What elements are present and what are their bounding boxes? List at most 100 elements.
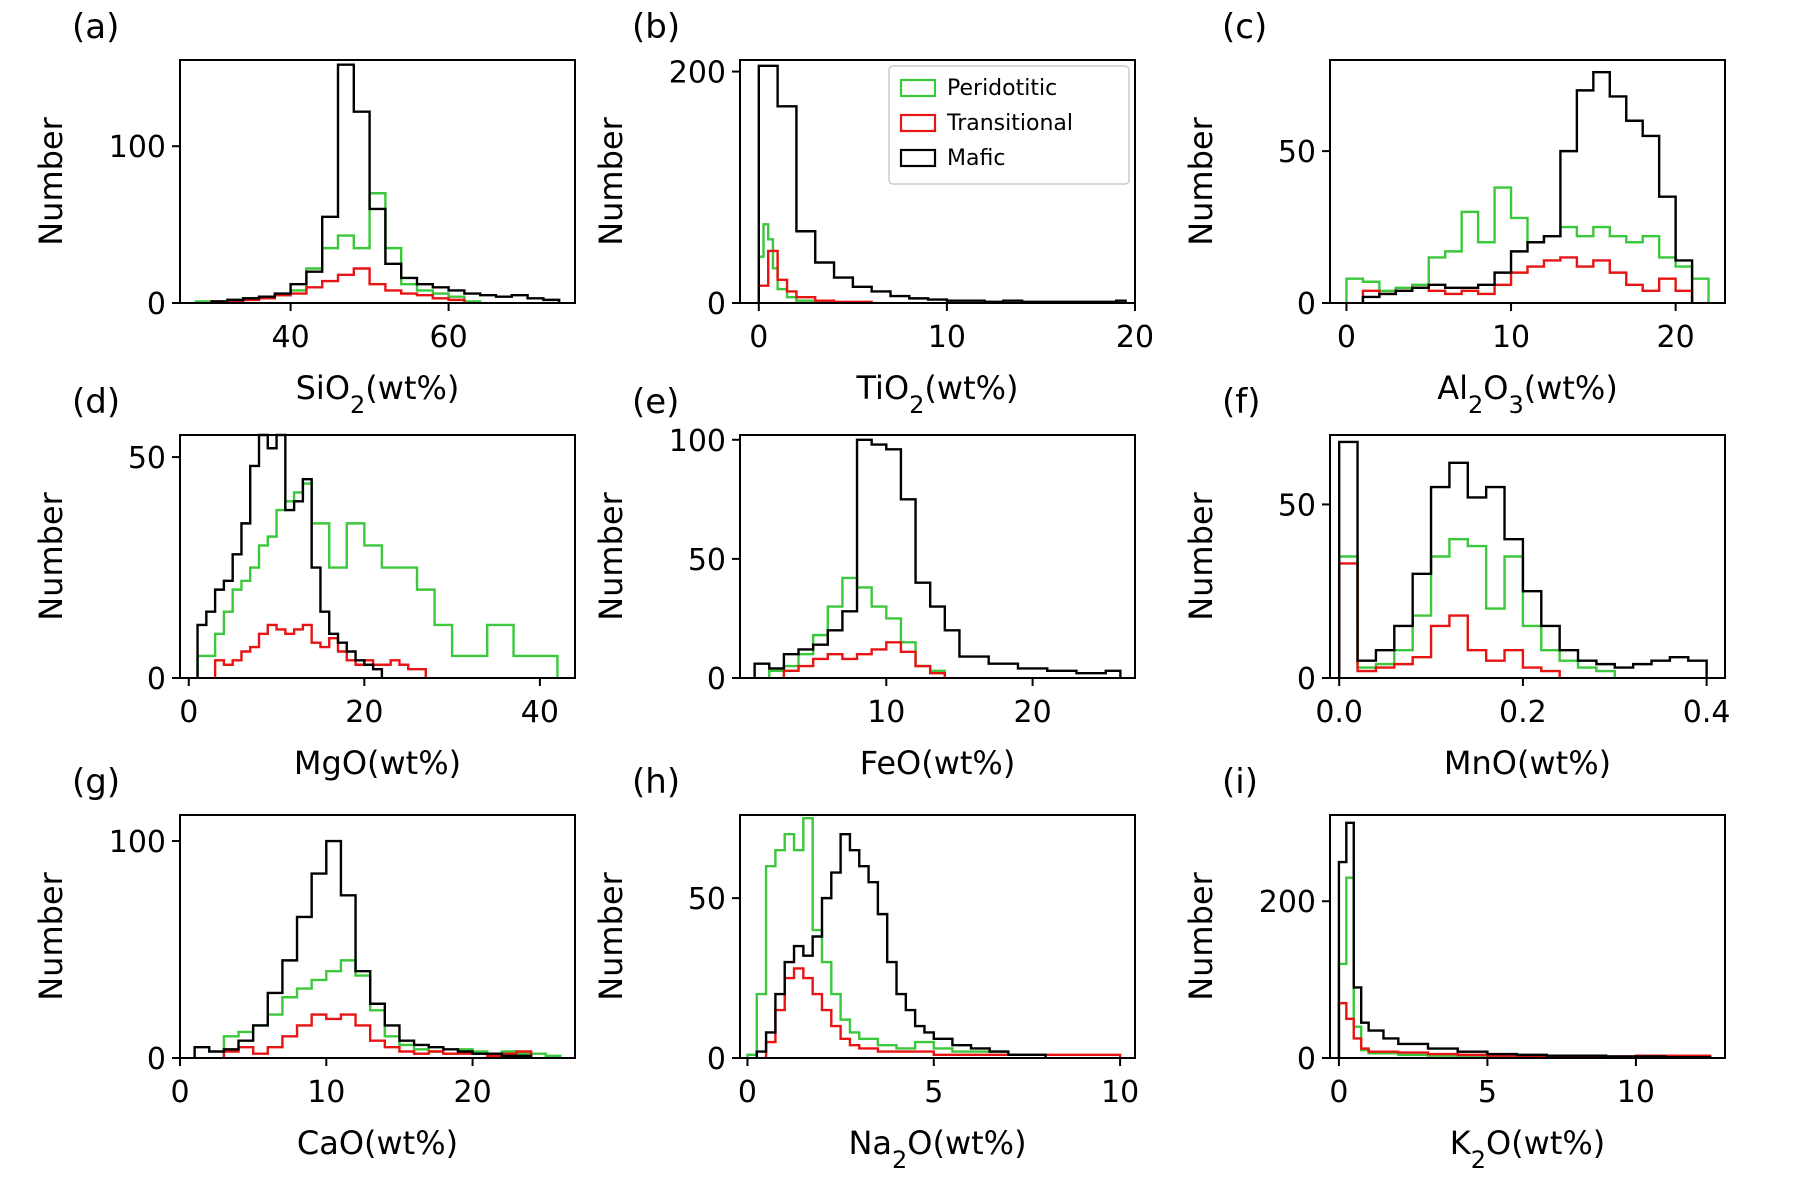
legend-swatch-transitional — [899, 113, 937, 133]
mafic-histogram-d — [196, 433, 384, 678]
y-axis-label: Number — [32, 871, 70, 1000]
x-tick-label: 5 — [924, 1075, 943, 1110]
x-tick-label: 0.0 — [1315, 695, 1363, 730]
x-tick-label: 10 — [1492, 320, 1530, 355]
x-tick-label: 10 — [928, 320, 966, 355]
x-tick-label: 10 — [1101, 1075, 1139, 1110]
y-axis-label: Number — [592, 116, 630, 245]
x-tick-label: 5 — [1478, 1075, 1497, 1110]
y-tick-label: 0 — [1297, 287, 1316, 322]
y-tick-label: 0 — [147, 287, 166, 322]
panel-label: (e) — [632, 382, 679, 422]
y-tick-label: 0 — [147, 662, 166, 697]
y-tick-label: 50 — [128, 441, 166, 476]
panel-c: 0 10 20 0 50 Al2O3(wt%) Number (c) — [1182, 7, 1726, 419]
x-tick-label: 0 — [170, 1075, 189, 1110]
panel-label: (i) — [1222, 762, 1258, 802]
x-tick-label: 20 — [453, 1075, 491, 1110]
y-tick-label: 0 — [1297, 1042, 1316, 1077]
y-axis-label: Number — [592, 871, 630, 1000]
x-axis-label: K2O(wt%) — [1450, 1124, 1606, 1174]
legend-swatch-peridotitic — [899, 78, 937, 98]
x-tick-label: 0 — [738, 1075, 757, 1110]
x-tick-label: 20 — [1116, 320, 1154, 355]
transitional-histogram-f — [1337, 562, 1561, 678]
panel-b: 0 10 200200TiO2(wt%)Number(b)PeridotiticTr… — [592, 7, 1154, 419]
transitional-histogram-e — [782, 641, 947, 678]
panel-label: (h) — [632, 762, 680, 802]
x-tick-label: 60 — [430, 320, 468, 355]
mafic-histogram-b — [757, 64, 1127, 304]
x-tick-label: 20 — [345, 695, 383, 730]
axes-frame — [739, 59, 1136, 304]
y-tick-label: 50 — [1278, 135, 1316, 170]
y-tick-label: 50 — [1278, 488, 1316, 523]
axes-frame — [1329, 59, 1726, 304]
legend-box — [888, 65, 1130, 185]
axes-frame — [1329, 434, 1726, 679]
x-axis-label: MgO(wt%) — [294, 744, 461, 782]
transitional-histogram-c — [1361, 256, 1694, 303]
legend-label-transitional: Transitional — [946, 111, 1073, 136]
y-tick-label: 200 — [669, 56, 726, 91]
mafic-histogram-c — [1361, 70, 1694, 303]
panel-i: 0 5 10 0 200 K2O(wt%) Number (i) — [1182, 762, 1726, 1174]
x-tick-label: 0.4 — [1683, 695, 1731, 730]
panel-label: (a) — [72, 7, 119, 47]
x-tick-label: 0 — [1329, 1075, 1348, 1110]
y-tick-label: 0 — [707, 662, 726, 697]
panel-h: 0 5 10 0 50 Na2O(wt%) Number (h) — [592, 762, 1139, 1174]
x-tick-label: 0.2 — [1499, 695, 1547, 730]
peridotitic-histogram-i — [1337, 876, 1712, 1059]
mafic-histogram-f — [1337, 440, 1708, 678]
y-tick-label: 0 — [707, 287, 726, 322]
y-axis-label: Number — [32, 116, 70, 245]
panel-label: (d) — [72, 382, 120, 422]
x-axis-label: TiO2(wt%) — [855, 369, 1018, 419]
x-tick-label: 0 — [179, 695, 198, 730]
x-axis-label: FeO(wt%) — [860, 744, 1016, 782]
peridotitic-histogram-h — [746, 816, 1047, 1058]
panel-g: 0 10 20 0 100 CaO(wt%) Number (g) — [32, 762, 576, 1162]
y-tick-label: 100 — [109, 825, 166, 860]
x-tick-label: 20 — [1657, 320, 1695, 355]
transitional-histogram-d — [213, 623, 427, 678]
x-tick-label: 20 — [1013, 695, 1051, 730]
x-tick-label: 10 — [1617, 1075, 1655, 1110]
x-tick-label: 40 — [521, 695, 559, 730]
panel-label: (f) — [1222, 382, 1261, 422]
panel-a: 40 60 0 100 SiO2(wt%) Number (a) — [32, 7, 576, 419]
panel-label: (c) — [1222, 7, 1267, 47]
axes-frame — [179, 59, 576, 304]
transitional-histogram-i — [1337, 1001, 1712, 1058]
y-tick-label: 0 — [1297, 662, 1316, 697]
transitional-histogram-h — [764, 967, 1122, 1058]
peridotitic-histogram-f — [1337, 537, 1616, 678]
y-tick-label: 0 — [707, 1042, 726, 1077]
mafic-histogram-a — [210, 63, 561, 303]
x-tick-label: 40 — [272, 320, 310, 355]
legend: Peridotitic Transitional Mafic — [888, 65, 1130, 185]
x-axis-label: MnO(wt%) — [1444, 744, 1611, 782]
x-axis-label: CaO(wt%) — [297, 1124, 458, 1162]
peridotitic-histogram-d — [196, 482, 559, 678]
mafic-histogram-i — [1337, 821, 1712, 1059]
peridotitic-histogram-c — [1345, 186, 1710, 303]
peridotitic-histogram-g — [222, 959, 562, 1058]
x-tick-label: 0 — [749, 320, 768, 355]
axes-frame — [1329, 814, 1726, 1059]
transitional-histogram-b — [757, 249, 873, 304]
y-tick-label: 50 — [688, 543, 726, 578]
y-tick-label: 100 — [109, 130, 166, 165]
axes-frame — [739, 434, 1136, 679]
legend-label-peridotitic: Peridotitic — [947, 76, 1057, 101]
axes-frame — [179, 814, 576, 1059]
x-axis-label: Al2O3(wt%) — [1437, 369, 1618, 419]
y-tick-label: 100 — [669, 424, 726, 459]
x-tick-label: 10 — [867, 695, 905, 730]
x-tick-label: 0 — [1337, 320, 1356, 355]
axes-frame — [739, 814, 1136, 1059]
y-tick-label: 200 — [1259, 885, 1316, 920]
mafic-histogram-h — [755, 832, 1047, 1058]
